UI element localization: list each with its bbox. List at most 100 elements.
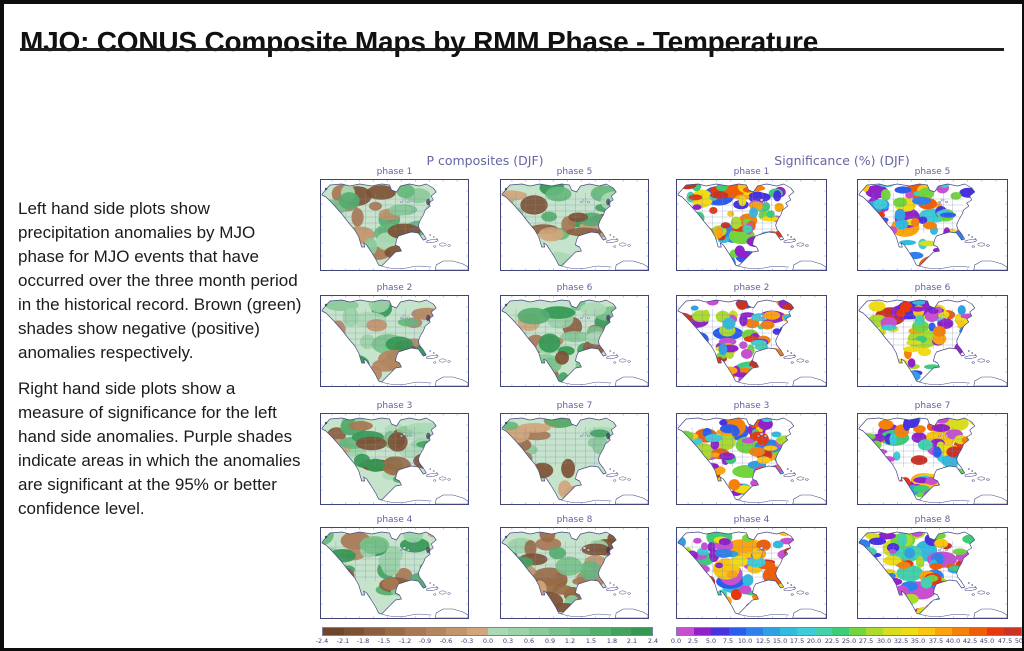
colorbar-segment xyxy=(917,628,936,635)
precip-colorbar: -2.4 -2.1 -1.8 -1.5 -1.2 -0.9 -0.6 -0.3 0.0 0.3 0.… xyxy=(316,627,658,649)
phase-label: phase 3 xyxy=(733,401,770,411)
colorbar-segment xyxy=(831,628,850,635)
map-panel-significance-2: phase 2 xyxy=(676,283,827,387)
colorbar-tick-label: 37.5 xyxy=(928,637,943,645)
significance-map xyxy=(676,295,827,387)
colorbar-segment xyxy=(780,628,798,635)
colorbar-segment xyxy=(569,628,591,635)
colorbar-segment xyxy=(384,628,406,635)
colorbar-segment xyxy=(405,628,426,635)
significance-colorbar-ticks: 0.0 2.5 5.0 7.5 10.0 12.5 15.0 17.5 20.0 22.5 25.0… xyxy=(671,636,1024,646)
colorbar-tick-label: 0.3 xyxy=(503,637,514,645)
colorbar-tick-label: 35.0 xyxy=(911,637,926,645)
phase-label: phase 2 xyxy=(733,283,770,293)
colorbar-segment xyxy=(508,628,529,635)
phase-label: phase 7 xyxy=(914,401,951,411)
colorbar-tick-label: 2.1 xyxy=(627,637,638,645)
colorbar-tick-label: 7.5 xyxy=(722,637,734,645)
composite-map xyxy=(500,179,649,271)
significance-map xyxy=(676,179,827,271)
phase-label: phase 7 xyxy=(556,401,593,411)
composite-map xyxy=(320,527,469,619)
map-panel-precip-6: phase 6 xyxy=(500,283,649,387)
colorbar-tick-label: 10.0 xyxy=(738,637,753,645)
map-panel-precip-3: phase 3 xyxy=(320,401,469,505)
colorbar-segment xyxy=(446,628,467,635)
precip-colorbar-bar xyxy=(322,627,653,636)
precip-colorbar-ticks: -2.4 -2.1 -1.8 -1.5 -1.2 -0.9 -0.6 -0.3 0.0 0.3 0.… xyxy=(316,636,658,646)
colorbar-segment xyxy=(900,628,918,635)
significance-map xyxy=(857,295,1008,387)
significance-map xyxy=(676,413,827,505)
colorbar-tick-label: 42.5 xyxy=(962,637,978,645)
colorbar-segment xyxy=(883,628,901,635)
colorbar-segment xyxy=(952,628,970,635)
phase-label: phase 1 xyxy=(733,167,770,177)
colorbar-segment xyxy=(849,628,867,635)
map-panel-significance-6: phase 6 xyxy=(857,283,1008,387)
colorbar-segment xyxy=(610,628,632,635)
map-panel-precip-2: phase 2 xyxy=(320,283,469,387)
phase-label: phase 8 xyxy=(914,515,951,525)
colorbar-tick-label: -1.5 xyxy=(377,637,391,645)
colorbar-tick-label: -1.8 xyxy=(357,637,370,645)
map-panel-precip-7: phase 7 xyxy=(500,401,649,505)
colorbar-segment xyxy=(323,628,344,635)
phase-label: phase 5 xyxy=(914,167,951,177)
title-underline xyxy=(20,48,1004,51)
colorbar-tick-label: 32.5 xyxy=(893,637,909,645)
page-title: MJO: CONUS Composite Maps by RMM Phase -… xyxy=(20,25,819,57)
colorbar-segment xyxy=(797,628,815,635)
colorbar-segment xyxy=(745,628,764,635)
colorbar-tick-label: -1.2 xyxy=(398,637,412,645)
colorbar-segment xyxy=(866,628,884,635)
description-paragraph-significance: Right hand side plots show a measure of … xyxy=(18,379,301,518)
composite-map xyxy=(500,295,649,387)
phase-label: phase 5 xyxy=(556,167,593,177)
phase-label: phase 3 xyxy=(376,401,413,411)
colorbar-segment xyxy=(549,628,570,635)
significance-colorbar-bar xyxy=(676,627,1022,636)
colorbar-tick-label: 0.0 xyxy=(482,637,493,645)
colorbar-segment xyxy=(343,628,365,635)
description-panel: Left hand side plots show precipitation … xyxy=(18,197,304,533)
colorbar-segment xyxy=(528,628,550,635)
significance-map xyxy=(857,179,1008,271)
phase-label: phase 4 xyxy=(733,515,770,525)
figure-title-significance: Significance (%) (DJF) xyxy=(774,153,910,168)
map-panel-precip-8: phase 8 xyxy=(500,515,649,619)
phase-label: phase 1 xyxy=(376,167,413,177)
map-panel-significance-7: phase 7 xyxy=(857,401,1008,505)
map-panel-precip-5: phase 5 xyxy=(500,167,649,271)
colorbar-tick-label: 12.5 xyxy=(755,637,770,645)
colorbar-tick-label: 50.0 xyxy=(1014,637,1024,645)
colorbar-tick-label: 2.4 xyxy=(647,637,659,645)
colorbar-tick-label: 2.5 xyxy=(688,637,699,645)
significance-map xyxy=(676,527,827,619)
composite-map xyxy=(500,527,649,619)
phase-label: phase 2 xyxy=(376,283,413,293)
page-border-top xyxy=(0,0,1024,4)
significance-map xyxy=(857,413,1008,505)
map-panel-significance-8: phase 8 xyxy=(857,515,1008,619)
colorbar-tick-label: 15.0 xyxy=(772,637,787,645)
phase-label: phase 8 xyxy=(556,515,593,525)
colorbar-segment xyxy=(763,628,781,635)
colorbar-segment xyxy=(590,628,611,635)
colorbar-tick-label: -2.4 xyxy=(315,637,329,645)
colorbar-tick-label: 25.0 xyxy=(841,637,857,645)
composite-map xyxy=(320,179,469,271)
colorbar-segment xyxy=(935,628,953,635)
figure-title-precip: P composites (DJF) xyxy=(426,153,544,168)
colorbar-tick-label: -0.3 xyxy=(460,637,474,645)
map-panel-significance-3: phase 3 xyxy=(676,401,827,505)
map-panel-precip-4: phase 4 xyxy=(320,515,469,619)
colorbar-tick-label: 45.0 xyxy=(980,637,995,645)
colorbar-segment xyxy=(969,628,987,635)
colorbar-segment xyxy=(711,628,729,635)
composite-map xyxy=(320,413,469,505)
page-border-right xyxy=(1022,0,1024,651)
page-border-left xyxy=(0,0,4,651)
colorbar-tick-label: 0.6 xyxy=(523,637,534,645)
map-panel-precip-1: phase 1 xyxy=(320,167,469,271)
